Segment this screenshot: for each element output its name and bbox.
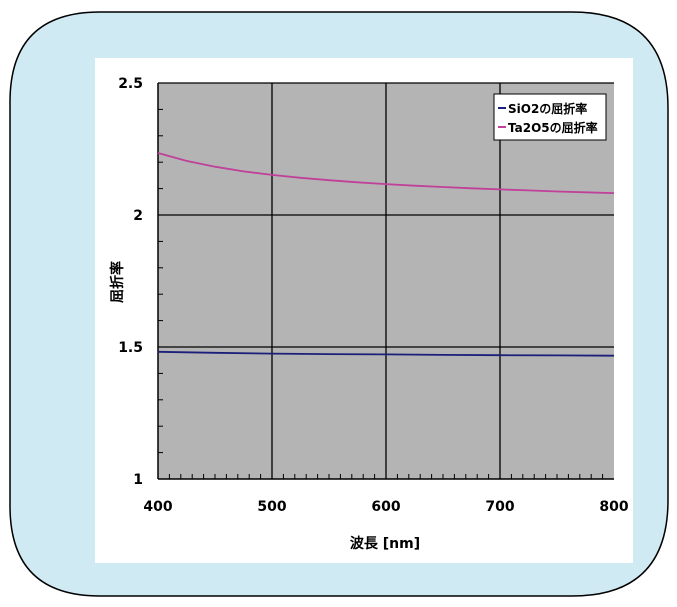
series-line-2 — [157, 152, 615, 194]
y-axis-label: 屈折率 — [109, 261, 126, 303]
y-tick-label: 1 — [133, 472, 143, 488]
x-tick-label: 500 — [257, 499, 286, 515]
tick-labels: 400 500 600 700 800 1 1.5 2 2.5 — [118, 76, 629, 515]
y-tick-label: 2.5 — [118, 76, 143, 92]
legend-box — [493, 93, 607, 141]
y-tick-label: 2 — [133, 208, 143, 224]
x-tick-label: 600 — [371, 499, 400, 515]
x-tick-label: 800 — [599, 499, 628, 515]
x-tick-label: 400 — [143, 499, 172, 515]
series-line-1 — [157, 350, 615, 357]
legend-label: Ta2O5の屈折率 — [508, 120, 598, 135]
legend-label: SiO2の屈折率 — [508, 101, 587, 116]
plot-area — [157, 82, 615, 480]
x-tick-label: 700 — [485, 499, 514, 515]
y-tick-label: 1.5 — [118, 340, 143, 356]
x-axis-label: 波長 [nm] — [350, 535, 420, 552]
legend: SiO2の屈折率 Ta2O5の屈折率 — [493, 93, 607, 141]
